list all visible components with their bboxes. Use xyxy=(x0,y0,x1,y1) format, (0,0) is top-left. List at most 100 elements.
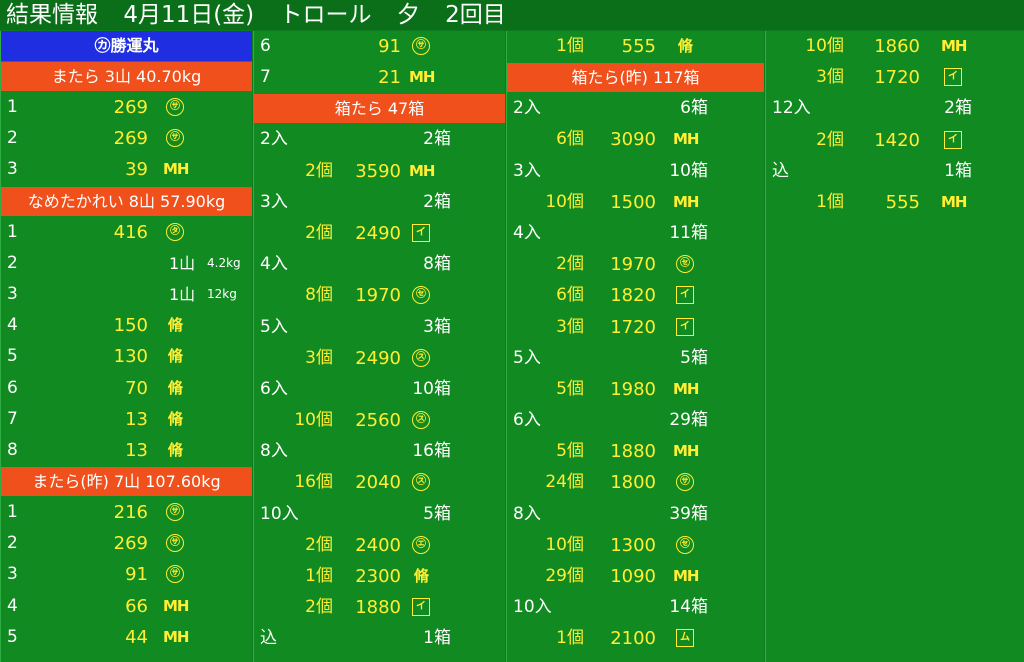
buyer-mark-text: 脩 xyxy=(167,409,183,428)
price-value: 216 xyxy=(113,502,148,524)
piece-count: 2個 xyxy=(305,597,333,618)
row-number: 4 xyxy=(7,315,18,336)
buyer-mark-icon: ㋜ xyxy=(409,467,433,498)
box-count: 16箱 xyxy=(412,441,451,462)
box-item-row: 1個 2100 ム xyxy=(507,623,764,654)
price-value: 2400 xyxy=(355,534,401,556)
buyer-mark-text: ㋚ xyxy=(166,503,184,522)
buyer-mark-text: ㋚ xyxy=(166,129,184,148)
buyer-mark-text: ㋝ xyxy=(676,535,694,554)
row-number: 5 xyxy=(7,626,18,647)
piece-count: 5個 xyxy=(556,441,584,462)
buyer-mark-icon: 脩 xyxy=(163,341,187,373)
box-group-row: 10入 5箱 xyxy=(254,499,505,530)
buyer-mark-icon: MH xyxy=(163,622,190,654)
column-1: ㋕勝運丸 またら 3山 40.70kg 1 269 ㋚ 2 269 ㋚ 3 39 MH なめたかれい … xyxy=(0,31,252,662)
box-item-row: 10個 2560 ㋜ xyxy=(254,405,505,436)
buyer-mark-text: ム xyxy=(676,629,694,648)
result-row: 7 13 脩 xyxy=(1,404,252,435)
price-value: 91 xyxy=(378,36,401,57)
piece-count: 3個 xyxy=(305,347,333,368)
buyer-mark-text: ㋓ xyxy=(412,535,430,554)
header-bar: 結果情報 4月11日(金) トロール 夕 2回目 xyxy=(0,0,1024,30)
box-item-row: 2個 2490 イ xyxy=(254,218,505,249)
box-count: 2箱 xyxy=(423,191,451,212)
pack-size-label: 3入 xyxy=(513,160,541,181)
result-row: 4 150 脩 xyxy=(1,310,252,341)
buyer-mark-text: 脩 xyxy=(413,567,429,585)
piece-count: 6個 xyxy=(556,129,584,150)
buyer-mark-icon: イ xyxy=(673,312,697,343)
box-item-row: 3個 1720 イ xyxy=(507,312,764,343)
piece-count: 1個 xyxy=(556,628,584,649)
box-count: 11箱 xyxy=(669,222,708,243)
pack-size-label: 10入 xyxy=(513,597,552,618)
price-value: 2490 xyxy=(355,347,401,369)
buyer-mark-icon: 脩 xyxy=(163,310,187,342)
price-value: 555 xyxy=(885,191,920,213)
buyer-mark-text: イ xyxy=(944,130,962,149)
box-group-row: 10入 14箱 xyxy=(507,592,764,623)
box-count: 5箱 xyxy=(423,503,451,524)
price-value: 91 xyxy=(125,564,148,586)
box-group-row: 8入 39箱 xyxy=(507,499,764,530)
fish-section-header: なめたかれい 8山 57.90kg xyxy=(1,186,252,216)
column-3: 1個 555 脩箱たら(昨) 117箱 2入 6箱 6個 3090 MH 3入 10箱 10個 150… xyxy=(506,31,764,662)
price-value: 1970 xyxy=(610,254,656,276)
buyer-mark-text: MH xyxy=(673,379,700,398)
pack-size-label: 6入 xyxy=(513,410,541,431)
buyer-mark-icon: MH xyxy=(163,154,190,186)
buyer-mark-icon: ㋚ xyxy=(163,123,187,154)
buyer-mark-icon: イ xyxy=(941,62,965,93)
piece-count: 2個 xyxy=(816,129,844,150)
fish-section-header: またら(昨) 7山 107.60kg xyxy=(1,467,252,497)
mountain-count: 1山 xyxy=(169,253,196,273)
price-value: 21 xyxy=(378,67,401,89)
buyer-mark-text: ㋜ xyxy=(412,473,430,492)
price-value: 416 xyxy=(113,221,148,243)
box-group-row: 込 1箱 xyxy=(766,156,1024,187)
price-value: 2100 xyxy=(610,628,656,650)
box-item-row: 8個 1970 ㋝ xyxy=(254,280,505,311)
box-item-row: 6個 3090 MH xyxy=(507,124,764,155)
price-value: 269 xyxy=(113,128,148,150)
box-count: 1箱 xyxy=(944,160,972,181)
pack-size-label: 8入 xyxy=(260,441,288,462)
price-value: 150 xyxy=(113,315,148,337)
buyer-mark-text: ㋟ xyxy=(166,222,184,241)
buyer-mark-icon: MH xyxy=(409,156,436,188)
piece-count: 3個 xyxy=(556,316,584,337)
pack-size-label: 3入 xyxy=(260,191,288,212)
buyer-mark-icon: MH xyxy=(941,31,968,63)
row-number: 1 xyxy=(7,502,18,523)
buyer-mark-icon: MH xyxy=(673,561,700,593)
buyer-mark-text: イ xyxy=(944,68,962,87)
piece-count: 10個 xyxy=(545,534,584,555)
row-number: 6 xyxy=(7,377,18,398)
header-round: 2回目 xyxy=(445,2,506,28)
row-number: 3 xyxy=(7,283,18,304)
header-method: トロール xyxy=(279,2,372,28)
piece-count: 16個 xyxy=(294,472,333,493)
piece-count: 2個 xyxy=(305,534,333,555)
buyer-mark-icon: ㋚ xyxy=(163,528,187,559)
row-number: 7 xyxy=(260,67,271,88)
box-item-row: 3個 1720 イ xyxy=(766,62,1024,93)
buyer-mark-icon: イ xyxy=(409,592,433,623)
buyer-mark-text: ㋜ xyxy=(412,411,430,430)
price-value: 2300 xyxy=(355,566,401,587)
buyer-mark-text: ㋚ xyxy=(166,98,184,116)
box-count: 2箱 xyxy=(944,98,972,119)
pack-size-label: 込 xyxy=(772,160,789,181)
buyer-mark-icon: MH xyxy=(409,62,436,94)
price-value: 3590 xyxy=(355,160,401,182)
price-value: 1880 xyxy=(610,441,656,463)
result-row: 1 416 ㋟ xyxy=(1,217,252,248)
buyer-mark-icon: MH xyxy=(673,187,700,219)
pack-size-label: 12入 xyxy=(772,98,811,119)
row-number: 1 xyxy=(7,97,18,117)
box-item-row: 1個 2300 脩 xyxy=(254,561,505,592)
buyer-mark-text: MH xyxy=(673,130,700,149)
buyer-mark-icon: ㋟ xyxy=(163,217,187,248)
box-group-row: 6入 29箱 xyxy=(507,405,764,436)
